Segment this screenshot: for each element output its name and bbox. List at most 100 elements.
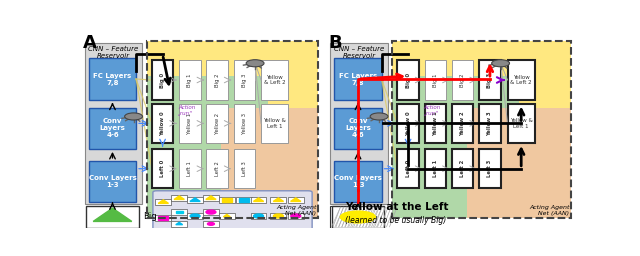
FancyBboxPatch shape xyxy=(179,60,200,100)
Text: Yellow 3: Yellow 3 xyxy=(488,111,492,136)
Text: (learned to be usually Big): (learned to be usually Big) xyxy=(346,216,447,225)
FancyBboxPatch shape xyxy=(234,149,255,188)
FancyBboxPatch shape xyxy=(187,197,203,204)
Text: Yellow
& Left 2: Yellow & Left 2 xyxy=(264,74,285,86)
FancyBboxPatch shape xyxy=(332,206,384,228)
Circle shape xyxy=(206,210,216,214)
Text: Yellow
& Left 2: Yellow & Left 2 xyxy=(510,74,532,86)
Text: Left 1: Left 1 xyxy=(188,161,193,176)
FancyBboxPatch shape xyxy=(261,60,288,100)
Circle shape xyxy=(370,113,388,120)
FancyBboxPatch shape xyxy=(207,149,228,188)
Text: Big 1: Big 1 xyxy=(188,73,193,87)
Text: Yellow &
Left 1: Yellow & Left 1 xyxy=(509,118,532,129)
Text: Yellow 0: Yellow 0 xyxy=(160,111,165,136)
Text: Big: Big xyxy=(143,212,157,221)
FancyBboxPatch shape xyxy=(479,149,500,188)
FancyBboxPatch shape xyxy=(271,213,286,219)
FancyBboxPatch shape xyxy=(236,197,252,204)
FancyBboxPatch shape xyxy=(330,42,388,204)
FancyBboxPatch shape xyxy=(207,104,228,143)
Text: Yellow at the Left: Yellow at the Left xyxy=(346,202,449,212)
Text: Yellow 3: Yellow 3 xyxy=(242,113,247,134)
Text: Action
„run“: Action „run“ xyxy=(424,105,441,116)
Text: Left 3: Left 3 xyxy=(488,160,492,177)
Text: Conv Layers
1-3: Conv Layers 1-3 xyxy=(334,175,382,188)
FancyBboxPatch shape xyxy=(392,76,519,218)
FancyBboxPatch shape xyxy=(288,197,304,204)
FancyBboxPatch shape xyxy=(152,149,173,188)
Text: Yellow &
Left 1: Yellow & Left 1 xyxy=(263,118,286,129)
FancyBboxPatch shape xyxy=(207,60,228,100)
FancyBboxPatch shape xyxy=(147,40,318,118)
Ellipse shape xyxy=(340,211,376,223)
Text: CNN – Feature
Reservoir: CNN – Feature Reservoir xyxy=(334,47,384,59)
Text: Big 3: Big 3 xyxy=(488,72,492,88)
Circle shape xyxy=(291,214,301,218)
Circle shape xyxy=(246,60,264,67)
Text: Action
„run“: Action „run“ xyxy=(178,105,195,116)
Text: Acting Agent
Net (AAN): Acting Agent Net (AAN) xyxy=(529,205,570,216)
Text: Left 0: Left 0 xyxy=(406,160,411,177)
FancyBboxPatch shape xyxy=(397,60,419,100)
FancyBboxPatch shape xyxy=(271,197,286,204)
FancyBboxPatch shape xyxy=(452,60,474,100)
FancyBboxPatch shape xyxy=(219,213,235,219)
FancyBboxPatch shape xyxy=(86,206,138,228)
Circle shape xyxy=(492,60,509,67)
FancyBboxPatch shape xyxy=(392,40,571,118)
FancyBboxPatch shape xyxy=(203,209,219,215)
FancyBboxPatch shape xyxy=(172,209,187,215)
Text: Yellow 1: Yellow 1 xyxy=(188,113,193,134)
Text: Conv
Layers
4-6: Conv Layers 4-6 xyxy=(100,118,125,138)
FancyBboxPatch shape xyxy=(172,221,187,227)
FancyBboxPatch shape xyxy=(335,161,381,202)
Text: Yellow 1: Yellow 1 xyxy=(433,111,438,136)
Text: Left 3: Left 3 xyxy=(242,161,247,176)
Circle shape xyxy=(273,214,284,218)
FancyBboxPatch shape xyxy=(179,149,200,188)
FancyBboxPatch shape xyxy=(203,221,219,227)
FancyBboxPatch shape xyxy=(261,104,288,143)
Text: Big 2: Big 2 xyxy=(214,73,220,87)
FancyBboxPatch shape xyxy=(203,195,219,201)
Text: Left 2: Left 2 xyxy=(460,160,465,177)
FancyBboxPatch shape xyxy=(89,161,136,202)
Circle shape xyxy=(125,113,143,120)
Text: Yellow 2: Yellow 2 xyxy=(214,113,220,134)
Ellipse shape xyxy=(340,212,370,222)
Text: Yellow 0: Yellow 0 xyxy=(406,111,411,136)
Text: Left 2: Left 2 xyxy=(214,161,220,176)
Text: Big 2: Big 2 xyxy=(460,73,465,87)
FancyBboxPatch shape xyxy=(156,215,172,221)
FancyBboxPatch shape xyxy=(508,60,535,100)
FancyBboxPatch shape xyxy=(147,76,269,218)
FancyBboxPatch shape xyxy=(479,60,500,100)
FancyBboxPatch shape xyxy=(330,206,380,228)
FancyBboxPatch shape xyxy=(335,108,381,149)
FancyBboxPatch shape xyxy=(176,211,182,214)
FancyBboxPatch shape xyxy=(479,104,500,143)
FancyBboxPatch shape xyxy=(234,104,255,143)
FancyBboxPatch shape xyxy=(397,149,419,188)
FancyBboxPatch shape xyxy=(85,42,142,204)
Text: CNN – Feature
Reservoir: CNN – Feature Reservoir xyxy=(88,47,139,59)
FancyBboxPatch shape xyxy=(158,216,168,220)
FancyBboxPatch shape xyxy=(508,104,535,143)
FancyBboxPatch shape xyxy=(222,198,232,202)
FancyBboxPatch shape xyxy=(153,191,312,229)
Circle shape xyxy=(253,214,264,218)
FancyBboxPatch shape xyxy=(425,60,446,100)
Text: FC Layers
7,8: FC Layers 7,8 xyxy=(339,72,377,86)
FancyBboxPatch shape xyxy=(239,198,249,202)
Text: Conv
Layers
4-6: Conv Layers 4-6 xyxy=(345,118,371,138)
FancyBboxPatch shape xyxy=(467,108,571,218)
Text: Big 1: Big 1 xyxy=(433,73,438,87)
FancyBboxPatch shape xyxy=(179,104,200,143)
FancyBboxPatch shape xyxy=(452,104,474,143)
FancyBboxPatch shape xyxy=(251,213,266,219)
FancyBboxPatch shape xyxy=(172,195,187,201)
Text: Acting Agent
Net (AAN): Acting Agent Net (AAN) xyxy=(276,205,317,216)
Text: FC Layers
7,8: FC Layers 7,8 xyxy=(93,72,132,86)
FancyBboxPatch shape xyxy=(425,104,446,143)
